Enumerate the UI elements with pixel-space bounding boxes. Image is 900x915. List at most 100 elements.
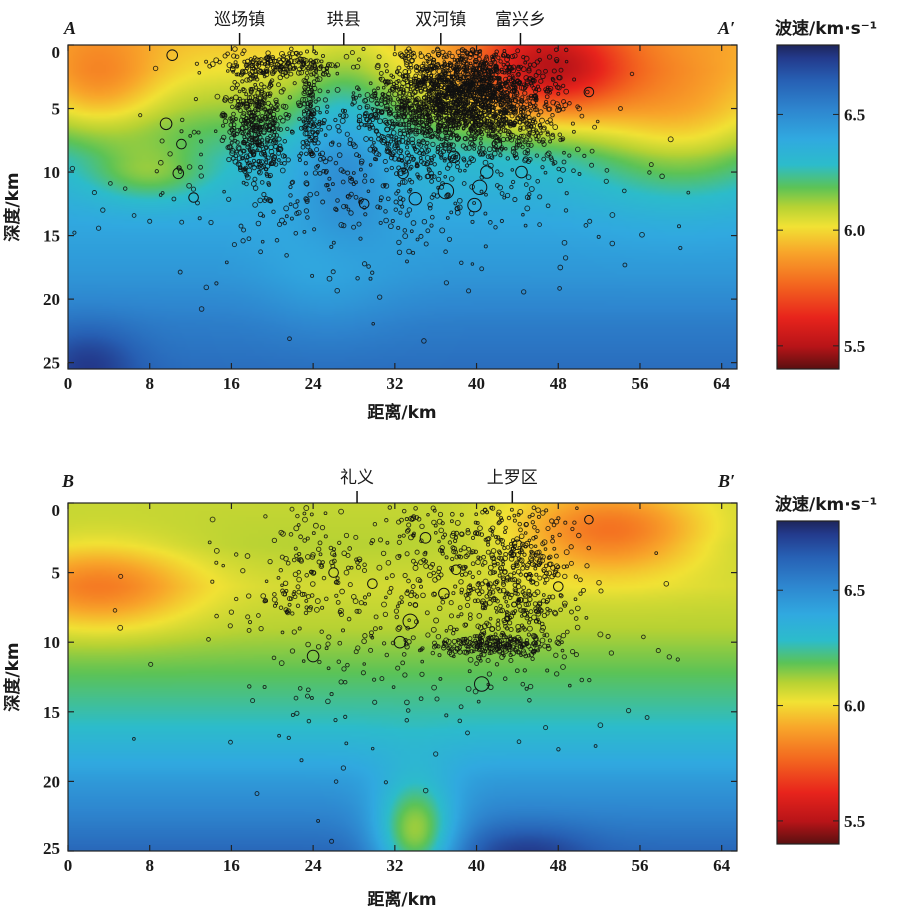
seismic-event <box>521 54 526 60</box>
seismic-event <box>540 73 546 80</box>
seismic-event <box>523 137 529 143</box>
seismic-event <box>477 525 483 532</box>
seismic-event <box>436 569 441 575</box>
seismic-event <box>459 57 464 62</box>
seismic-event <box>254 110 261 117</box>
seismic-event <box>520 608 526 614</box>
seismic-event <box>484 74 490 81</box>
seismic-event <box>507 636 514 642</box>
seismic-event <box>543 68 548 74</box>
seismic-event <box>257 99 263 105</box>
x-tick-label: 8 <box>145 374 154 393</box>
seismic-event <box>470 641 477 648</box>
seismic-event <box>344 741 349 746</box>
seismic-event <box>497 123 503 129</box>
seismic-event <box>510 168 515 172</box>
seismic-event <box>537 222 542 227</box>
seismic-event <box>264 163 271 169</box>
seismic-event <box>410 589 414 594</box>
seismic-event <box>595 119 600 124</box>
seismic-event <box>499 537 503 542</box>
seismic-event <box>549 157 554 162</box>
seismic-event <box>410 584 416 589</box>
seismic-event <box>379 138 384 143</box>
seismic-event <box>326 61 332 68</box>
seismic-event <box>487 60 494 67</box>
seismic-event <box>406 159 412 164</box>
seismic-event <box>198 306 205 312</box>
seismic-event <box>382 183 387 187</box>
seismic-event <box>408 87 413 92</box>
seismic-event <box>527 76 534 82</box>
seismic-event <box>366 189 371 194</box>
seismic-event <box>473 119 479 125</box>
seismic-event <box>525 121 531 127</box>
seismic-event <box>405 99 410 104</box>
seismic-event <box>413 98 418 103</box>
seismic-event <box>256 87 261 92</box>
seismic-event <box>351 99 357 105</box>
seismic-event <box>552 124 559 130</box>
seismic-event <box>445 70 452 76</box>
seismic-event <box>293 231 299 236</box>
seismic-event <box>535 528 540 534</box>
seismic-event <box>405 259 409 264</box>
seismic-event <box>506 95 510 99</box>
seismic-event <box>427 127 433 134</box>
seismic-event <box>530 512 535 517</box>
seismic-event <box>530 656 535 661</box>
seismic-event <box>513 84 518 89</box>
seismic-event <box>543 170 548 175</box>
seismic-event <box>309 696 314 700</box>
seismic-event <box>91 190 97 196</box>
seismic-event <box>328 62 335 68</box>
seismic-event <box>461 564 467 571</box>
seismic-event <box>490 590 496 595</box>
seismic-event <box>541 156 547 162</box>
seismic-event <box>499 191 505 196</box>
seismic-event <box>476 111 482 117</box>
seismic-event <box>487 589 493 595</box>
seismic-event <box>433 523 438 528</box>
seismic-event <box>197 216 202 221</box>
seismic-event <box>369 178 375 184</box>
seismic-event <box>207 540 212 545</box>
seismic-event <box>432 82 437 87</box>
seismic-event <box>280 57 286 63</box>
seismic-event <box>359 160 364 166</box>
seismic-event <box>549 134 556 141</box>
seismic-event <box>316 163 320 168</box>
seismic-event <box>501 582 507 587</box>
seismic-event <box>317 121 322 127</box>
seismic-event <box>336 152 343 158</box>
seismic-event <box>400 660 406 666</box>
seismic-event <box>404 699 410 706</box>
seismic-event <box>511 611 516 616</box>
seismic-event <box>394 614 400 620</box>
seismic-event <box>283 154 287 159</box>
seismic-event-large <box>583 86 595 98</box>
seismic-event <box>482 122 488 128</box>
profile-b-colorbar-ticks: 5.56.06.5 <box>777 581 865 831</box>
seismic-event <box>247 102 252 107</box>
seismic-event <box>555 103 562 110</box>
seismic-event <box>336 142 342 148</box>
seismic-event <box>490 505 496 511</box>
seismic-event <box>316 546 322 552</box>
seismic-event <box>335 198 340 203</box>
seismic-event <box>432 508 437 513</box>
seismic-event <box>422 83 428 89</box>
seismic-event <box>534 107 540 112</box>
seismic-event <box>539 131 543 136</box>
seismic-event <box>490 56 495 62</box>
seismic-event <box>228 122 234 128</box>
seismic-event <box>557 532 562 538</box>
seismic-event <box>279 167 286 174</box>
seismic-event <box>294 710 300 716</box>
seismic-event <box>423 559 428 564</box>
y-tick-label: 25 <box>43 839 60 858</box>
seismic-event <box>226 69 230 73</box>
seismic-event <box>589 162 595 168</box>
seismic-event <box>431 644 437 650</box>
seismic-event <box>460 84 466 91</box>
